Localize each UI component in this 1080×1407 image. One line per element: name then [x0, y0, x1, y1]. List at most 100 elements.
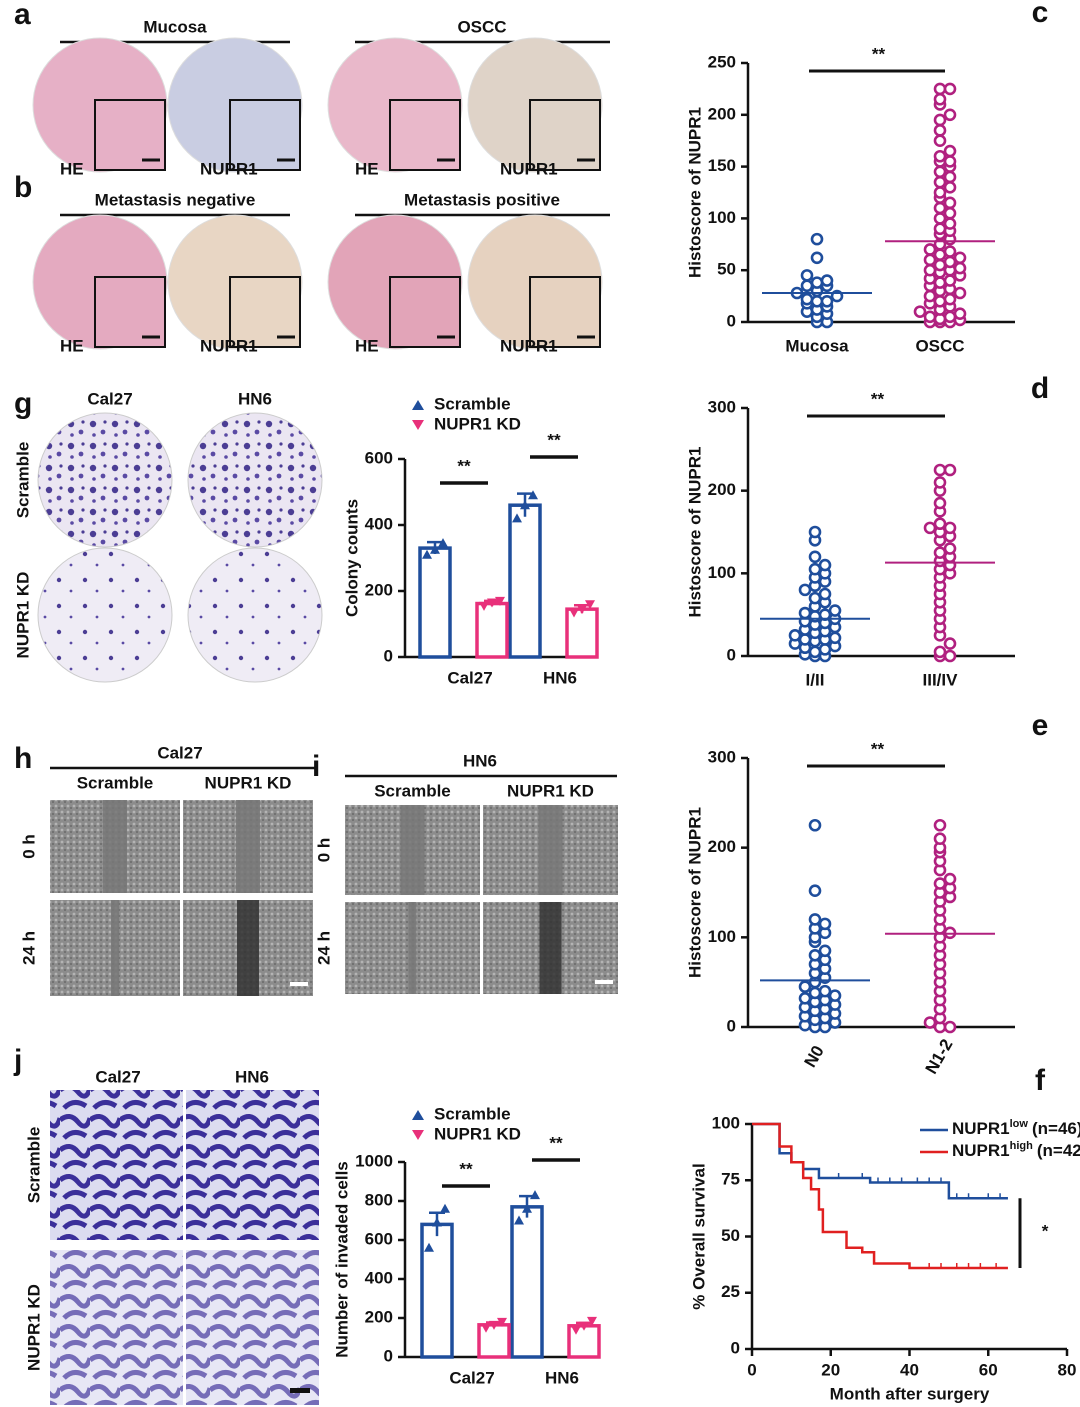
- x-tick-label: Cal27: [449, 1368, 494, 1387]
- data-point: [798, 633, 812, 646]
- panel-title: Cal27: [157, 743, 202, 762]
- data-point: [808, 913, 822, 926]
- data-point: [943, 542, 957, 555]
- panel-letter: g: [14, 387, 32, 420]
- survival-curve: [752, 1122, 1008, 1270]
- data-point: [943, 155, 957, 168]
- data-point: [943, 144, 957, 158]
- data-point: [818, 558, 832, 572]
- data-point: [943, 310, 957, 324]
- panel-letter: j: [13, 1044, 22, 1077]
- data-point: [798, 980, 812, 993]
- data-point: [828, 631, 842, 645]
- data-point: [808, 562, 822, 576]
- x-tick-label: N0: [800, 1042, 827, 1070]
- data-point: [923, 289, 937, 303]
- data-point: [933, 294, 947, 308]
- data-point: [818, 917, 832, 931]
- data-point: [943, 637, 957, 650]
- y-tick-label: 50: [721, 1226, 740, 1245]
- data-point: [800, 292, 814, 306]
- inset: [529, 99, 601, 171]
- bar: [475, 601, 509, 659]
- data-point: [808, 986, 822, 1000]
- legend-marker: [412, 1130, 424, 1140]
- data-point: [512, 513, 522, 523]
- column-label: Cal27: [95, 1067, 140, 1086]
- legend-suffix: (n=46): [1032, 1119, 1080, 1138]
- data-point: [933, 113, 947, 127]
- data-point: [933, 276, 947, 289]
- panel-title: Metastasis positive: [404, 190, 560, 209]
- y-tick-label: 600: [365, 448, 393, 467]
- bar: [565, 607, 599, 659]
- bar: [510, 1205, 544, 1359]
- data-point: [820, 294, 834, 308]
- data-point: [953, 286, 967, 300]
- data-point: [579, 1321, 589, 1331]
- data-point: [808, 645, 822, 659]
- y-tick-label: 0: [727, 645, 736, 664]
- y-tick-label: 0: [727, 1016, 736, 1035]
- y-tick-label: 100: [708, 563, 736, 582]
- y-tick-label: 200: [708, 837, 736, 856]
- data-point: [933, 476, 947, 489]
- column-label: Cal27: [87, 389, 132, 408]
- legend-suffix: (n=42): [1037, 1141, 1080, 1160]
- y-tick-label: 250: [708, 52, 736, 71]
- y-tick-label: 800: [365, 1190, 393, 1209]
- data-point: [800, 269, 814, 282]
- data-point: [923, 1016, 937, 1029]
- data-point: [522, 1203, 532, 1213]
- wound-gap: [111, 900, 119, 996]
- data-point: [440, 1203, 450, 1213]
- column-label: NUPR1 KD: [507, 781, 594, 800]
- data-point: [798, 606, 812, 620]
- data-point: [933, 149, 947, 163]
- data-point: [587, 1316, 597, 1326]
- data-point: [808, 884, 822, 898]
- micrograph: [50, 1090, 183, 1240]
- legend-label: NUPR1low (n=46): [952, 1118, 1080, 1139]
- data-point: [481, 1323, 491, 1333]
- data-point: [943, 170, 957, 184]
- legend-marker: [412, 400, 424, 410]
- data-point: [933, 832, 947, 846]
- wound-gap: [236, 800, 260, 893]
- significance: **: [871, 389, 885, 408]
- inset: [529, 276, 601, 348]
- data-point: [933, 818, 947, 832]
- data-point: [933, 463, 947, 477]
- panel-letter: b: [14, 171, 32, 204]
- x-tick-label: I/II: [806, 670, 825, 689]
- data-point: [943, 108, 957, 122]
- data-point: [923, 243, 937, 256]
- column-label: HN6: [238, 389, 272, 408]
- x-axis-label: Month after surgery: [830, 1384, 990, 1403]
- row-label: Scramble: [24, 1127, 43, 1204]
- panel-title: OSCC: [457, 17, 506, 36]
- panel-letter: e: [1032, 709, 1049, 742]
- data-point: [808, 591, 822, 605]
- significance: **: [872, 44, 886, 63]
- y-axis-label: Histoscore of NUPR1: [685, 107, 704, 278]
- row-label: 24 h: [19, 931, 38, 965]
- plate: [187, 547, 323, 683]
- significance: **: [871, 739, 885, 758]
- survival-curve: [752, 1122, 1008, 1200]
- significance: **: [459, 1159, 473, 1178]
- y-axis-label: Histoscore of NUPR1: [685, 807, 704, 978]
- data-point: [577, 605, 587, 615]
- data-point: [943, 196, 957, 210]
- micrograph: [50, 1250, 183, 1405]
- significance: **: [547, 430, 561, 449]
- row-label: 0 h: [19, 834, 38, 859]
- legend-name: NUPR1: [952, 1119, 1010, 1138]
- data-point: [808, 948, 822, 962]
- panel-title: Mucosa: [143, 17, 207, 36]
- x-tick-label: 40: [900, 1360, 919, 1379]
- bar: [418, 546, 452, 659]
- inset: [94, 276, 166, 348]
- row-label: NUPR1 KD: [24, 1284, 43, 1371]
- data-point: [530, 1190, 540, 1200]
